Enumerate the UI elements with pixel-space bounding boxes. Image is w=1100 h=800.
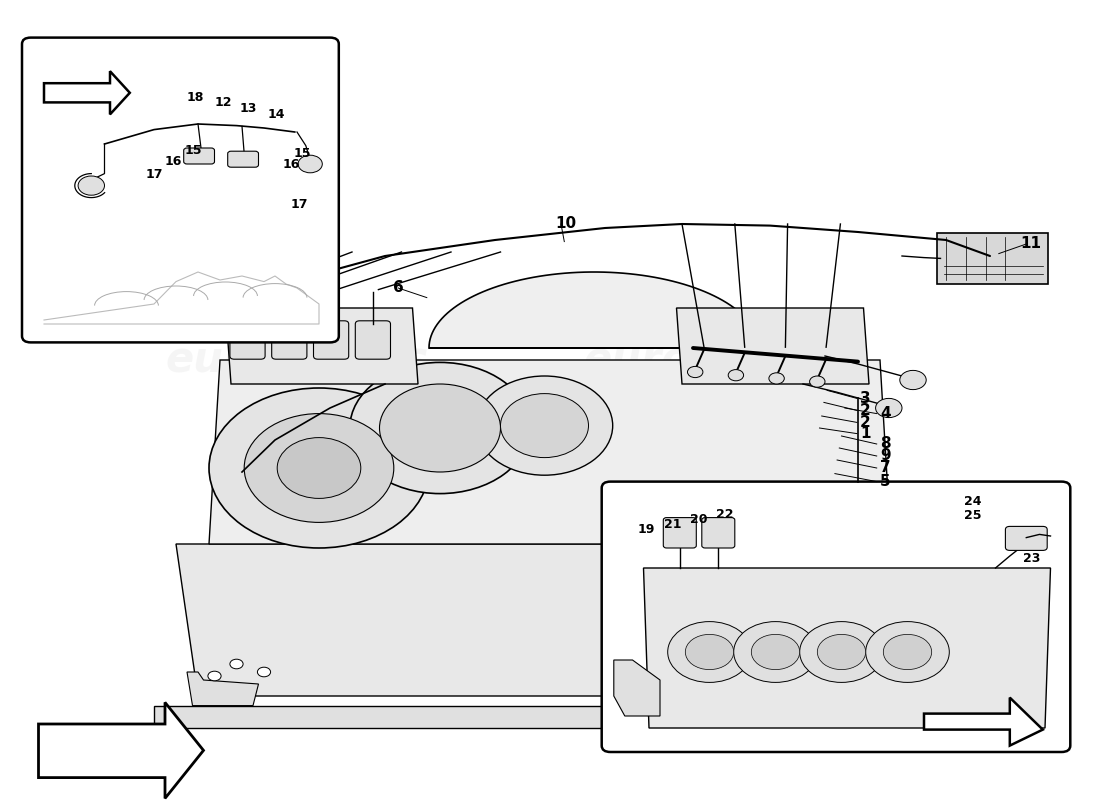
Text: 3: 3 [860,391,871,406]
Text: 16: 16 [283,158,300,170]
Text: 20: 20 [690,513,707,526]
FancyBboxPatch shape [314,321,349,359]
Polygon shape [676,308,869,384]
Text: 15: 15 [185,144,202,157]
FancyBboxPatch shape [937,233,1048,284]
Text: 13: 13 [240,102,257,115]
Circle shape [379,384,500,472]
Circle shape [230,659,243,669]
Text: 15: 15 [294,147,311,160]
Circle shape [817,634,866,670]
Text: 8: 8 [880,437,891,451]
FancyBboxPatch shape [663,518,696,548]
FancyBboxPatch shape [702,518,735,548]
Circle shape [800,622,883,682]
Circle shape [208,671,221,681]
Circle shape [668,622,751,682]
Text: 16: 16 [165,155,183,168]
Circle shape [883,634,932,670]
Text: 7: 7 [880,461,891,475]
Polygon shape [924,698,1043,746]
Text: eurospares: eurospares [187,607,407,641]
Text: 23: 23 [1023,552,1041,565]
Polygon shape [187,672,258,706]
Circle shape [78,176,104,195]
Text: 12: 12 [214,96,232,109]
Circle shape [734,622,817,682]
Text: 5: 5 [880,474,891,489]
Text: eurospares: eurospares [660,607,880,641]
Circle shape [685,634,734,670]
Polygon shape [39,702,204,798]
Circle shape [810,376,825,387]
FancyBboxPatch shape [230,321,265,359]
Text: 25: 25 [964,509,981,522]
Polygon shape [644,568,1050,728]
Bar [154,706,770,728]
Circle shape [688,366,703,378]
Text: 2: 2 [860,403,871,418]
Text: 19: 19 [638,523,656,536]
Polygon shape [44,71,130,114]
Circle shape [900,370,926,390]
Text: 14: 14 [267,108,285,121]
Text: 10: 10 [556,217,576,231]
Circle shape [751,634,800,670]
FancyBboxPatch shape [22,38,339,342]
Text: 4: 4 [880,406,891,421]
Text: 11: 11 [1021,237,1042,251]
Circle shape [277,438,361,498]
FancyBboxPatch shape [602,482,1070,752]
FancyBboxPatch shape [184,148,214,164]
Circle shape [876,398,902,418]
Text: 9: 9 [880,449,891,463]
Text: 24: 24 [964,495,981,508]
Circle shape [769,373,784,384]
Text: 21: 21 [664,518,682,530]
Text: 2: 2 [860,415,871,430]
Circle shape [298,155,322,173]
Text: 1: 1 [860,426,871,441]
FancyBboxPatch shape [355,321,390,359]
Text: eurospares: eurospares [165,339,429,381]
Text: 18: 18 [187,91,205,104]
Circle shape [476,376,613,475]
Text: eurospares: eurospares [583,339,847,381]
FancyBboxPatch shape [272,321,307,359]
Circle shape [350,362,530,494]
Text: 6: 6 [393,281,404,295]
Circle shape [257,667,271,677]
Polygon shape [209,360,891,544]
Polygon shape [429,272,759,348]
Circle shape [500,394,588,458]
Circle shape [244,414,394,522]
Circle shape [866,622,949,682]
Polygon shape [226,308,418,384]
Circle shape [209,388,429,548]
Text: 22: 22 [716,508,734,521]
Polygon shape [176,544,924,696]
Text: 17: 17 [290,198,308,210]
Polygon shape [614,660,660,716]
Circle shape [728,370,744,381]
Text: 17: 17 [145,168,163,181]
FancyBboxPatch shape [1005,526,1047,550]
FancyBboxPatch shape [228,151,258,167]
